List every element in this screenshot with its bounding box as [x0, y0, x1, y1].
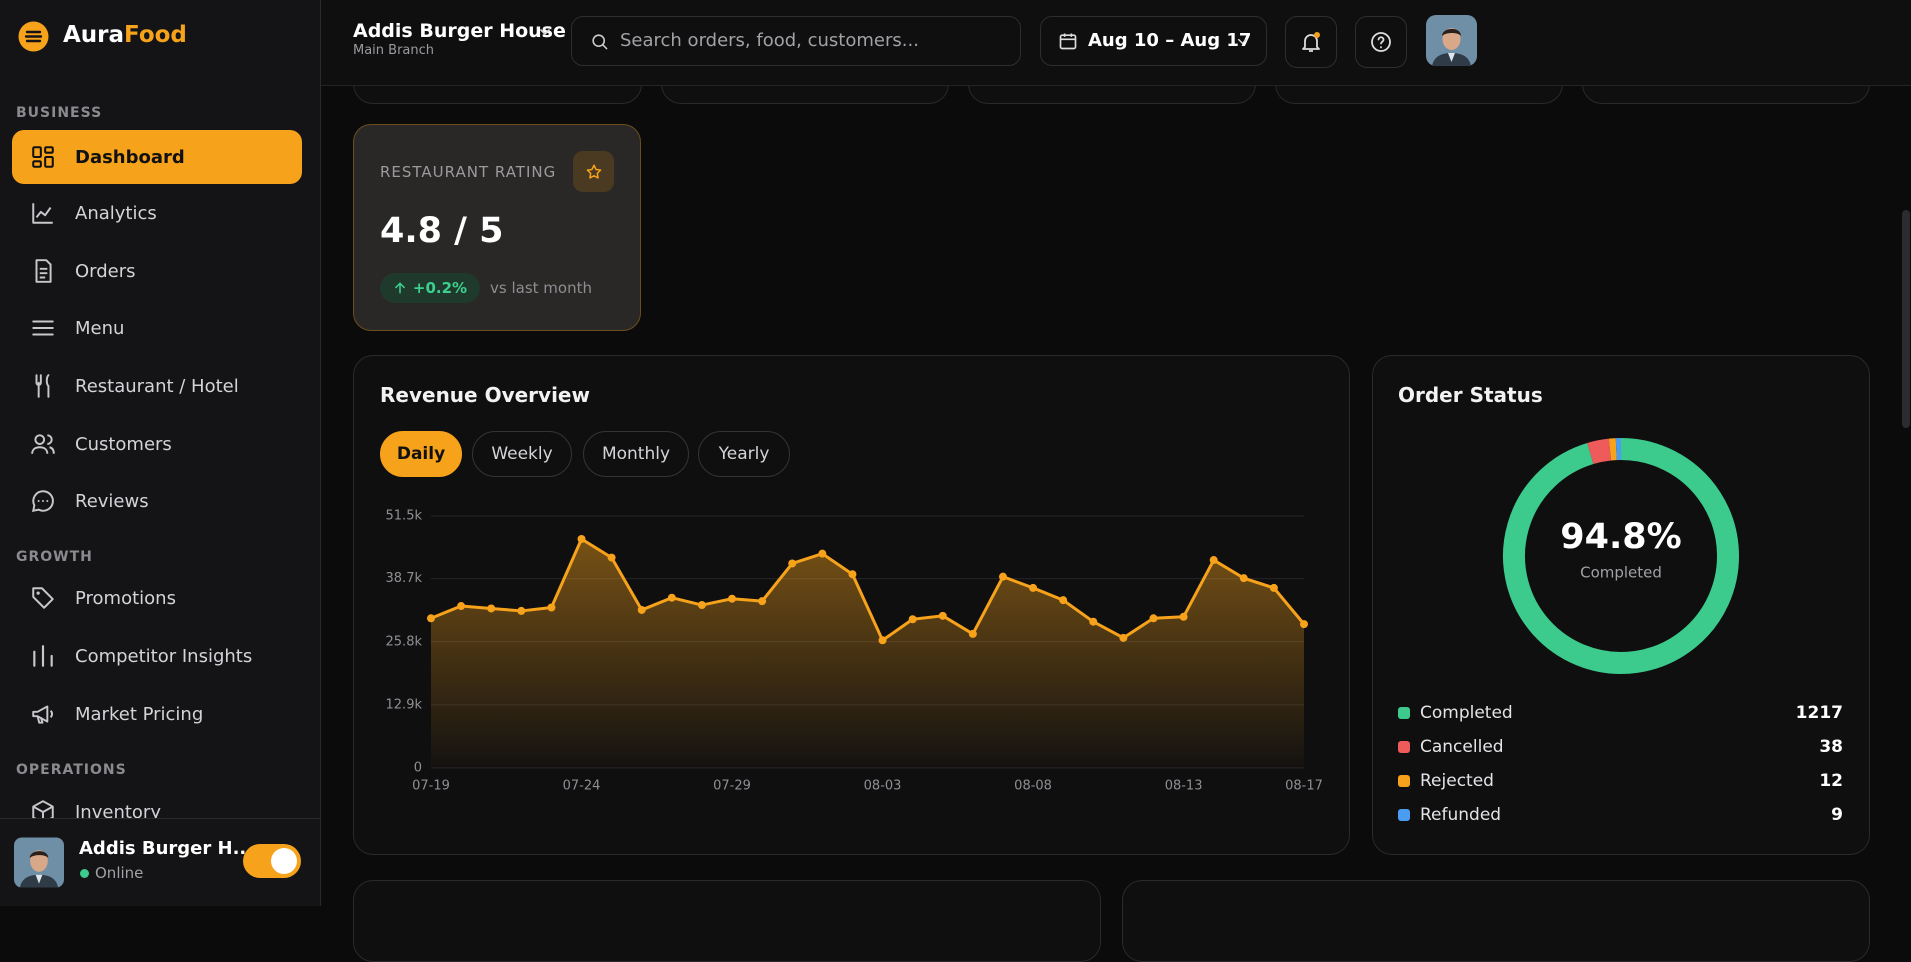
profile-panel: Addis Burger H... Online: [0, 818, 320, 906]
bell-icon: [1299, 30, 1323, 54]
logo-icon: [18, 21, 49, 52]
tab[interactable]: Daily: [380, 431, 462, 477]
calendar-icon: [1058, 31, 1078, 51]
star: [585, 163, 603, 181]
nav-label: Promotions: [75, 588, 176, 609]
rating-value: 4.8 / 5: [380, 211, 504, 251]
lower-card: [353, 880, 1101, 962]
change-badge: +0.2%: [380, 273, 480, 303]
revenue-title: Revenue Overview: [380, 383, 590, 407]
nav-item[interactable]: Orders: [12, 244, 302, 298]
menu-icon: [30, 315, 56, 341]
nav-item[interactable]: Dashboard: [12, 130, 302, 184]
nav-label: Market Pricing: [75, 704, 203, 725]
dashboard-icon: [30, 144, 56, 170]
profile-avatar: [14, 837, 64, 888]
market-icon: [30, 701, 56, 727]
nav-item[interactable]: Menu: [12, 301, 302, 355]
notifications-button[interactable]: [1285, 16, 1337, 68]
nav-item[interactable]: Restaurant / Hotel: [12, 359, 302, 413]
nav-label: Restaurant / Hotel: [75, 376, 239, 397]
orders-icon: [30, 258, 56, 284]
section-label: BUSINESS: [16, 105, 102, 121]
rating-card: RESTAURANT RATING 4.8 / 5 +0.2% vs last …: [353, 124, 641, 331]
dashboard: RESTAURANT RATING 4.8 / 5 +0.2% vs last …: [0, 0, 1911, 906]
page: AuraFood Dashboard { "sidebar": { "brand…: [0, 0, 1911, 906]
customers-icon: [30, 431, 56, 457]
reviews-icon: [30, 488, 56, 514]
nav-label: Competitor Insights: [75, 646, 252, 667]
order-status-title: Order Status: [1398, 383, 1543, 407]
up-arrow: [393, 281, 407, 295]
order-status-card: [1372, 355, 1870, 855]
lower-card: [1122, 880, 1870, 962]
branch-name: Main Branch: [353, 43, 434, 58]
nav-label: Menu: [75, 318, 124, 339]
toggle-knob: [271, 848, 297, 874]
date-picker[interactable]: Aug 10 – Aug 17: [1040, 16, 1267, 66]
brand-last: Food: [124, 22, 187, 48]
star-icon: [573, 151, 614, 192]
restaurant-icon: [30, 373, 56, 399]
profile-status: Online: [95, 864, 143, 882]
comparison: vs last month: [490, 279, 592, 297]
nav-item[interactable]: Reviews: [12, 474, 302, 528]
help-icon: [1369, 30, 1393, 54]
online-toggle[interactable]: [243, 844, 301, 878]
section-label: GROWTH: [16, 549, 93, 565]
nav-label: Dashboard: [75, 147, 185, 168]
promotions-icon: [30, 585, 56, 611]
brand-first: Aura: [63, 22, 124, 48]
analytics-icon: [30, 200, 56, 226]
nav-label: Reviews: [75, 491, 149, 512]
restaurant-name[interactable]: Addis Burger House: [353, 20, 566, 42]
rating-label: RESTAURANT RATING: [380, 163, 556, 181]
chevron[interactable]: [537, 24, 553, 40]
nav-item[interactable]: Market Pricing: [12, 687, 302, 741]
search-box[interactable]: Search orders, food, customers...: [571, 16, 1021, 66]
nav-item[interactable]: Analytics: [12, 186, 302, 240]
scrollbar[interactable]: [1902, 210, 1910, 428]
search-icon: [590, 32, 609, 51]
search-placeholder: Search orders, food, customers...: [620, 30, 919, 51]
revenue-card: [353, 355, 1350, 855]
brand: AuraFood: [63, 22, 187, 48]
chevron: [1235, 34, 1250, 49]
sidebar: AuraFood BUSINESS Dashboard Analytics Or…: [0, 0, 321, 906]
nav-label: Orders: [75, 261, 136, 282]
competitor-icon: [30, 643, 56, 669]
nav-label: Analytics: [75, 203, 157, 224]
nav-item[interactable]: Promotions: [12, 571, 302, 625]
date-range: Aug 10 – Aug 17: [1088, 30, 1251, 51]
tab[interactable]: Weekly: [472, 431, 572, 477]
tab[interactable]: Yearly: [698, 431, 790, 477]
help-button[interactable]: [1355, 16, 1407, 68]
nav-label: Customers: [75, 434, 172, 455]
user-avatar[interactable]: [1426, 15, 1477, 66]
nav-item[interactable]: Customers: [12, 417, 302, 471]
nav-item[interactable]: Competitor Insights: [12, 629, 302, 683]
tab[interactable]: Monthly: [583, 431, 689, 477]
header: Addis Burger House Main Branch Search or…: [321, 0, 1911, 86]
section-label: OPERATIONS: [16, 762, 127, 778]
change-value: +0.2%: [413, 279, 467, 297]
status-dot: [80, 869, 89, 878]
profile-name: Addis Burger H...: [79, 838, 253, 859]
